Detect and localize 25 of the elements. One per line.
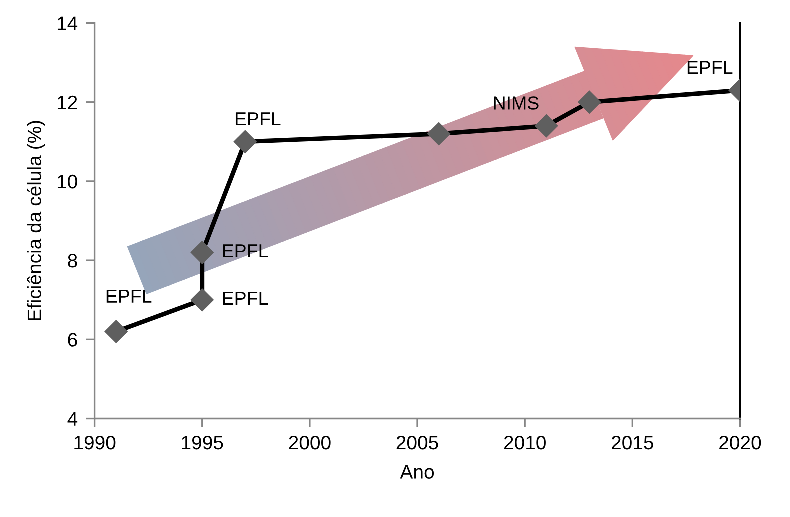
x-tick-label: 2015	[612, 436, 654, 450]
x-tick-label: 2005	[396, 436, 438, 450]
annotation: EPFL	[223, 292, 268, 305]
y-tick-label: 10	[58, 174, 78, 189]
annotation: EPFL	[236, 112, 281, 126]
y-tick-label: 4	[68, 412, 78, 426]
point	[234, 130, 257, 154]
annotation: NIMS	[494, 96, 539, 110]
y-tick-label: 8	[68, 254, 78, 268]
x-tick-label: 2010	[504, 436, 546, 450]
y-tick-label: 6	[68, 333, 78, 347]
annotation: EPFL	[106, 290, 152, 303]
point	[190, 288, 214, 312]
x-tick-label: 1995	[182, 436, 224, 450]
point	[104, 320, 128, 344]
annotation: EPFL	[223, 244, 268, 258]
x-tick-label: 2020	[720, 436, 762, 450]
x-axis-title: Ano	[400, 465, 434, 479]
y-axis-title: Eficiência da célula (%)	[27, 121, 46, 320]
x-tick-label: 1990	[74, 436, 116, 450]
annotation: EPFL	[688, 61, 733, 74]
point	[428, 122, 451, 146]
y-tick-label: 14	[58, 16, 78, 30]
y-tick-label: 12	[58, 96, 78, 110]
x-tick-label: 2000	[289, 436, 331, 450]
